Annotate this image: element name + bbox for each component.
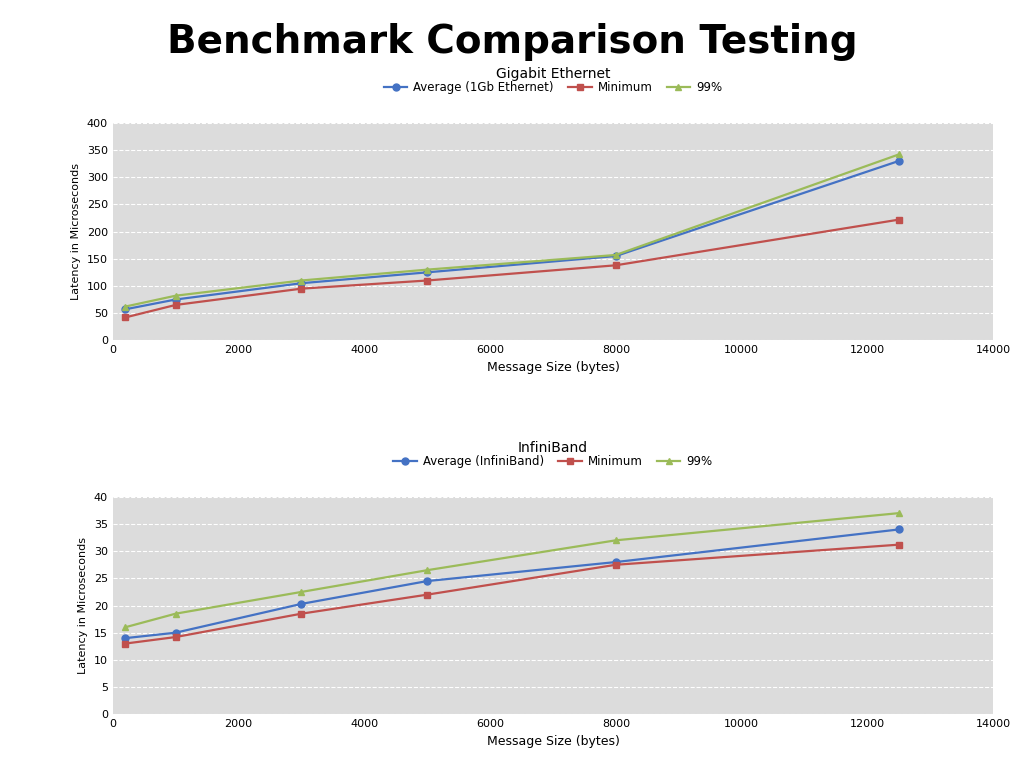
Minimum bbox=[893, 540, 905, 549]
99% bbox=[169, 291, 181, 300]
Y-axis label: Latency in Microseconds: Latency in Microseconds bbox=[71, 163, 81, 300]
Average (1Gb Ethernet) bbox=[119, 305, 131, 314]
Title: Gigabit Ethernet: Gigabit Ethernet bbox=[496, 68, 610, 81]
Legend: Average (1Gb Ethernet), Minimum, 99%: Average (1Gb Ethernet), Minimum, 99% bbox=[379, 77, 727, 99]
Minimum bbox=[169, 300, 181, 310]
99% bbox=[421, 565, 433, 574]
Average (InfiniBand) bbox=[609, 558, 622, 567]
99% bbox=[295, 588, 307, 597]
Average (1Gb Ethernet) bbox=[169, 295, 181, 304]
Minimum bbox=[169, 633, 181, 642]
X-axis label: Message Size (bytes): Message Size (bytes) bbox=[486, 735, 620, 748]
Average (InfiniBand) bbox=[893, 525, 905, 534]
Minimum bbox=[421, 590, 433, 599]
99% bbox=[893, 508, 905, 518]
Minimum bbox=[609, 560, 622, 569]
99% bbox=[893, 150, 905, 159]
Average (InfiniBand) bbox=[295, 599, 307, 608]
Line: Minimum: Minimum bbox=[122, 216, 902, 321]
99% bbox=[609, 536, 622, 545]
99% bbox=[295, 276, 307, 285]
Minimum bbox=[119, 639, 131, 648]
Average (1Gb Ethernet) bbox=[893, 157, 905, 166]
Minimum bbox=[295, 284, 307, 293]
Minimum bbox=[609, 260, 622, 270]
Minimum bbox=[295, 609, 307, 618]
99% bbox=[119, 302, 131, 311]
Minimum bbox=[893, 215, 905, 224]
Average (InfiniBand) bbox=[119, 634, 131, 643]
Y-axis label: Latency in Microseconds: Latency in Microseconds bbox=[78, 537, 88, 674]
Average (1Gb Ethernet) bbox=[295, 279, 307, 288]
Line: 99%: 99% bbox=[122, 151, 902, 310]
Line: 99%: 99% bbox=[122, 510, 902, 631]
99% bbox=[609, 250, 622, 260]
Text: Benchmark Comparison Testing: Benchmark Comparison Testing bbox=[167, 23, 857, 61]
Legend: Average (InfiniBand), Minimum, 99%: Average (InfiniBand), Minimum, 99% bbox=[389, 451, 717, 473]
X-axis label: Message Size (bytes): Message Size (bytes) bbox=[486, 361, 620, 374]
99% bbox=[421, 265, 433, 274]
Minimum bbox=[421, 276, 433, 285]
Average (1Gb Ethernet) bbox=[609, 251, 622, 260]
Average (InfiniBand) bbox=[169, 628, 181, 637]
Line: Average (InfiniBand): Average (InfiniBand) bbox=[122, 526, 902, 641]
Title: InfiniBand: InfiniBand bbox=[518, 442, 588, 455]
Average (InfiniBand) bbox=[421, 577, 433, 586]
Line: Average (1Gb Ethernet): Average (1Gb Ethernet) bbox=[122, 157, 902, 313]
Minimum bbox=[119, 313, 131, 322]
Average (1Gb Ethernet) bbox=[421, 268, 433, 277]
99% bbox=[119, 623, 131, 632]
Line: Minimum: Minimum bbox=[122, 541, 902, 647]
99% bbox=[169, 609, 181, 618]
